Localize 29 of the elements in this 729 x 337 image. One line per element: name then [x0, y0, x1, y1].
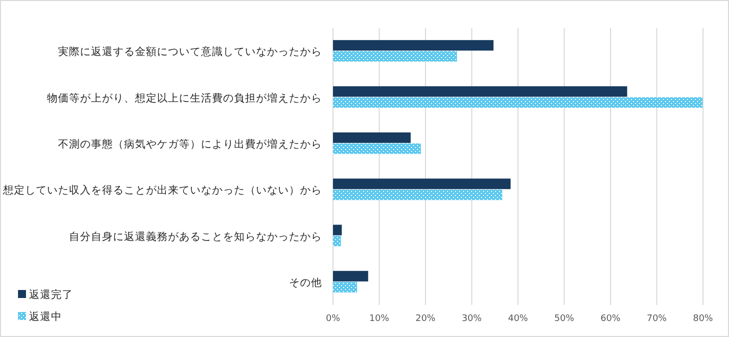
legend-label: 返還中: [29, 310, 62, 323]
y-tick-label: 想定していた収入を得ることが出来ていなかった（いない）から: [2, 184, 322, 197]
bar: [333, 143, 421, 154]
y-tick-label: 物価等が上がり、想定以上に生活費の負担が増えたから: [47, 91, 322, 104]
x-tick-label: 80%: [692, 314, 714, 324]
y-tick-label: その他: [289, 276, 322, 289]
x-tick-label: 30%: [462, 314, 482, 324]
y-tick-label: 実際に返還する金額について意識していなかったから: [58, 45, 322, 58]
x-tick-label: 60%: [600, 314, 621, 324]
y-tick-label: 不測の事態（病気やケガ等）により出費が増えたから: [58, 137, 322, 150]
bar: [333, 190, 502, 200]
x-tick-label: 0%: [326, 314, 341, 324]
x-tick-label: 40%: [508, 314, 528, 324]
bar: [333, 86, 628, 97]
bar: [333, 178, 511, 190]
bar: [333, 51, 457, 62]
bar: [333, 40, 494, 51]
x-tick-label: 20%: [415, 314, 436, 324]
x-tick-label: 70%: [646, 314, 668, 324]
bar: [333, 282, 358, 292]
bar: [333, 236, 341, 246]
bar: [333, 270, 368, 282]
legend-label: 返還完了: [29, 288, 73, 301]
bar: [333, 97, 703, 108]
y-tick-label: 自分自身に返還義務があることを知らなかったから: [69, 230, 322, 243]
x-tick-label: 50%: [554, 314, 575, 324]
x-tick-label: 10%: [369, 314, 390, 324]
bar: [333, 132, 411, 143]
bar: [333, 224, 342, 236]
